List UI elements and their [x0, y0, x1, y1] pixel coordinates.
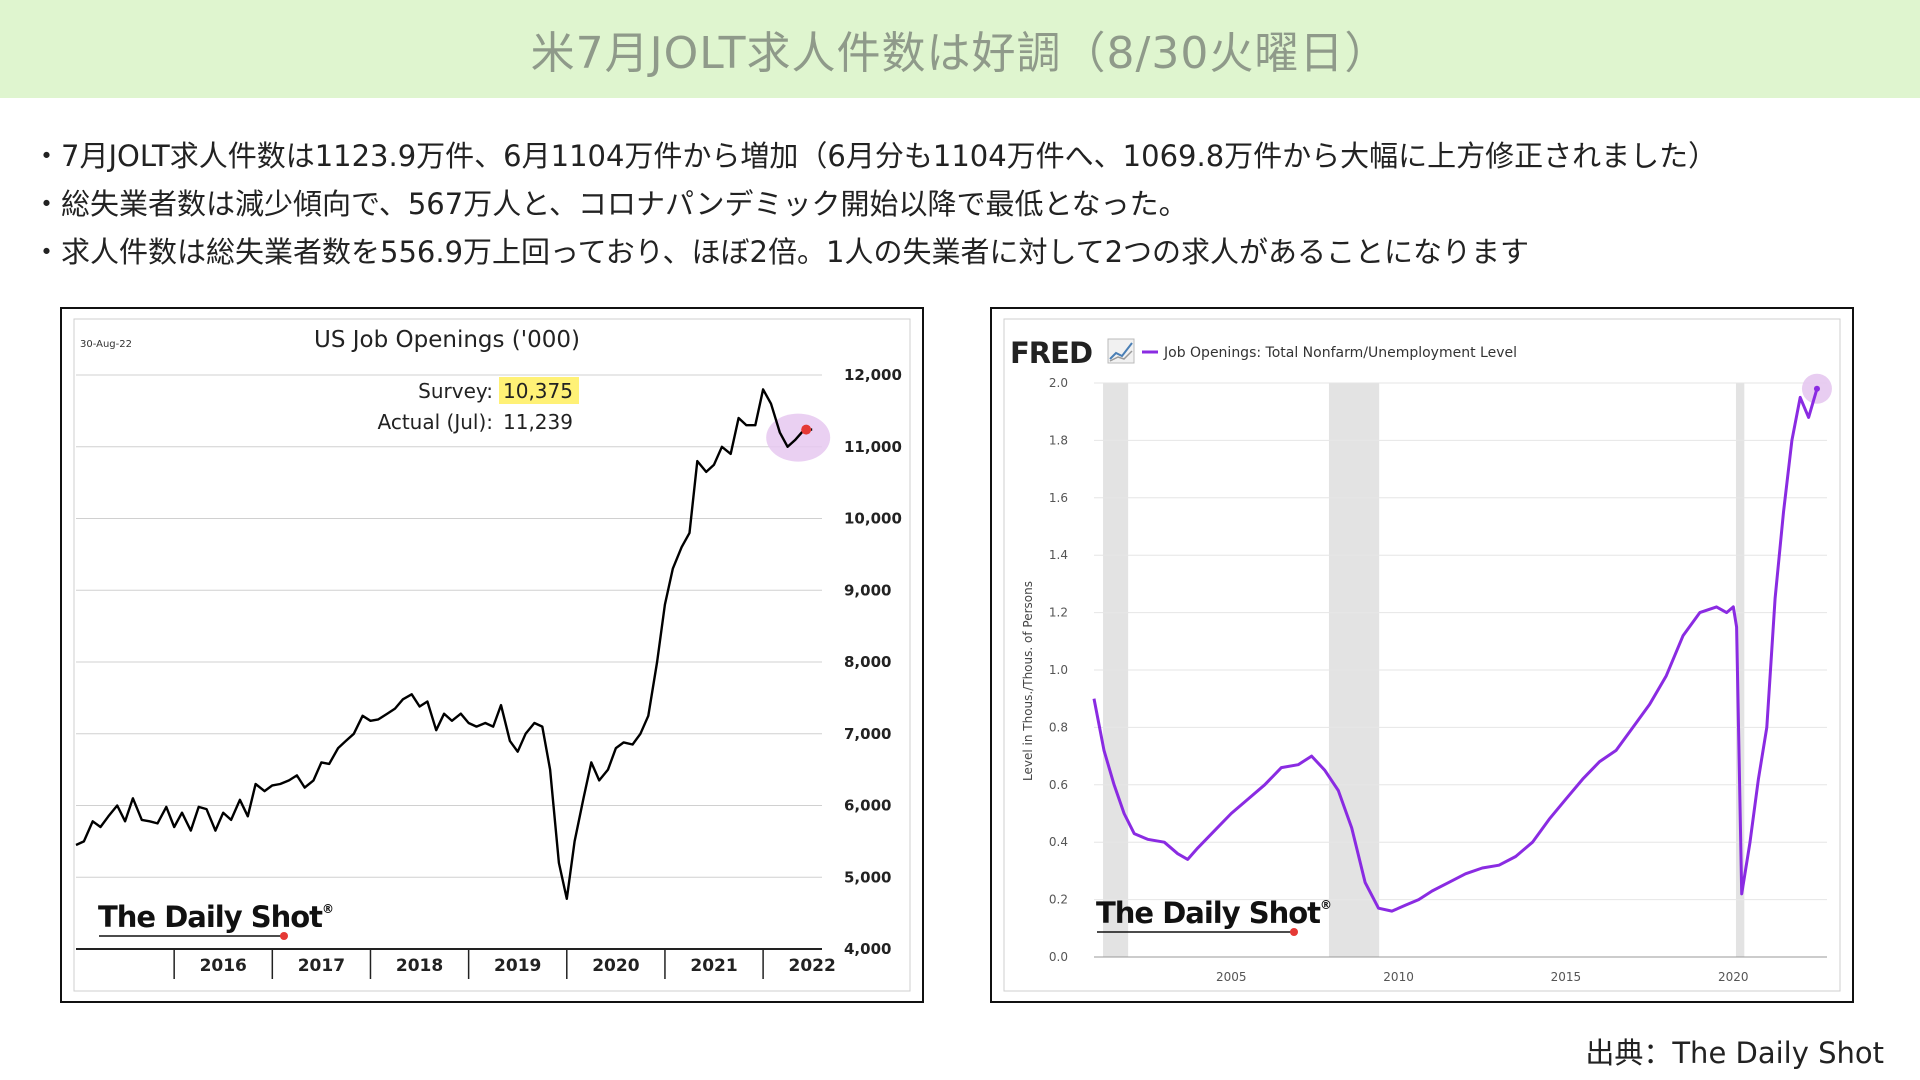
x-axis-ticks: 2005 2010 2015 2020: [1216, 970, 1749, 984]
y-tick-label: 1.6: [1049, 491, 1068, 505]
chart-title: US Job Openings ('000): [314, 327, 580, 353]
survey-value: 10,375: [503, 379, 573, 403]
y-tick-label: 11,000: [844, 438, 902, 456]
date-stamp: 30-Aug-22: [80, 339, 132, 350]
y-tick-label: 1.0: [1049, 663, 1068, 677]
y-tick-label: 4,000: [844, 940, 891, 958]
logo-text: The Daily Shot: [98, 900, 323, 934]
actual-value: 11,239: [503, 410, 573, 434]
bullet-list: ・7月JOLT求人件数は1123.9万件、6月1104万件から増加（6月分も11…: [32, 132, 1902, 276]
y-tick-label: 1.8: [1049, 433, 1068, 447]
fred-ratio-chart: FRED Job Openings: Total Nonfarm/Unemplo…: [1003, 318, 1841, 992]
logo-mark: ®: [322, 902, 333, 916]
y-tick-label: 9,000: [844, 581, 891, 599]
x-tick-label: 2005: [1216, 970, 1247, 984]
logo-text: The Daily Shot: [1096, 896, 1321, 930]
logo-dot: [280, 932, 288, 940]
daily-shot-logo: The Daily Shot®: [98, 900, 333, 934]
y-tick-label: 5,000: [844, 868, 891, 886]
job-openings-chart-panel: 30-Aug-22 US Job Openings ('000) 4,000 5,…: [60, 307, 924, 1003]
logo-dot: [1290, 928, 1298, 936]
x-tick-label: 2022: [789, 956, 836, 976]
y-tick-label: 0.4: [1049, 835, 1068, 849]
fred-chart-icon: [1107, 338, 1135, 364]
y-axis-label: Level in Thous./Thous. of Persons: [1021, 581, 1035, 781]
x-axis: 2016 2017 2018 2019 2020 2021 2022: [76, 948, 836, 979]
bullet-item: ・総失業者数は減少傾向で、567万人と、コロナパンデミック開始以降で最低となった…: [32, 187, 1188, 221]
bullet-item: ・7月JOLT求人件数は1123.9万件、6月1104万件から増加（6月分も11…: [32, 139, 1718, 173]
title-bar: 米7月JOLT求人件数は好調（8/30火曜日）: [0, 0, 1920, 98]
x-tick-label: 2017: [298, 956, 345, 976]
x-tick-label: 2010: [1383, 970, 1414, 984]
y-axis-ticks: 4,000 5,000 6,000 7,000 8,000 9,000 10,000 11,0…: [844, 366, 902, 958]
source-credit: 出典：The Daily Shot: [1585, 1036, 1884, 1070]
x-tick-label: 2018: [396, 956, 443, 976]
actual-label: Actual (Jul):: [378, 410, 494, 434]
y-tick-label: 6,000: [844, 797, 891, 815]
page-title: 米7月JOLT求人件数は好調（8/30火曜日）: [530, 28, 1390, 79]
latest-value-marker: [801, 424, 812, 435]
gridlines: [1094, 382, 1827, 958]
x-tick-label: 2016: [200, 956, 247, 976]
x-tick-label: 2021: [690, 956, 737, 976]
latest-value-marker: [1813, 385, 1820, 392]
y-tick-label: 1.2: [1049, 606, 1068, 620]
fred-ratio-chart-panel: FRED Job Openings: Total Nonfarm/Unemplo…: [990, 307, 1854, 1003]
y-tick-label: 0.2: [1049, 893, 1068, 907]
y-axis-ticks: 0.0 0.2 0.4 0.6 0.8 1.0 1.2 1.4 1.6 1.8 2.0: [1049, 376, 1068, 964]
y-tick-label: 0.6: [1049, 778, 1068, 792]
y-tick-label: 1.4: [1049, 548, 1068, 562]
y-tick-label: 2.0: [1049, 376, 1068, 390]
y-tick-label: 10,000: [844, 510, 902, 528]
bullet-item: ・求人件数は総失業者数を556.9万上回っており、ほぼ2倍。1人の失業者に対して…: [32, 235, 1530, 269]
y-tick-label: 7,000: [844, 725, 891, 743]
x-tick-label: 2015: [1551, 970, 1582, 984]
survey-label: Survey:: [418, 379, 493, 403]
x-tick-label: 2020: [1718, 970, 1749, 984]
series-line-job-openings: [75, 388, 813, 900]
y-tick-label: 12,000: [844, 366, 902, 384]
logo-mark: ®: [1320, 898, 1331, 912]
y-tick-label: 0.8: [1049, 720, 1068, 734]
legend-label: Job Openings: Total Nonfarm/Unemployment…: [1163, 345, 1517, 361]
x-tick-label: 2019: [494, 956, 541, 976]
job-openings-chart: 30-Aug-22 US Job Openings ('000) 4,000 5,…: [73, 318, 911, 992]
y-tick-label: 8,000: [844, 653, 891, 671]
daily-shot-logo: The Daily Shot®: [1096, 896, 1331, 930]
survey-highlight: [499, 377, 579, 404]
gridlines: [76, 374, 822, 878]
fred-logo: FRED: [1010, 336, 1092, 370]
x-tick-label: 2020: [592, 956, 639, 976]
y-tick-label: 0.0: [1049, 950, 1068, 964]
series-line-ratio: [1092, 388, 1819, 913]
